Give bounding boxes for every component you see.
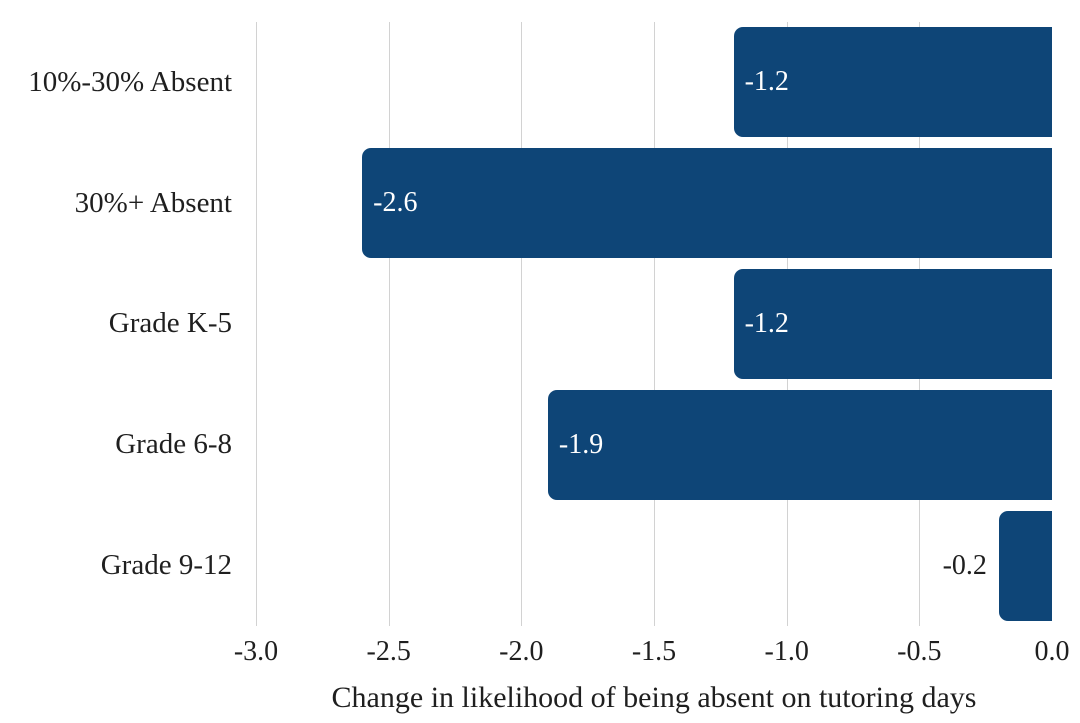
category-axis: 10%-30% Absent 30%+ Absent Grade K-5 Gra…	[0, 22, 232, 626]
category-label: Grade 6-8	[115, 428, 232, 461]
bar: -2.6	[362, 148, 1052, 259]
x-tick-label: -2.5	[366, 636, 411, 667]
bar-value-label: -2.6	[373, 187, 418, 219]
x-tick-label: -3.0	[233, 636, 279, 667]
bar-value-label: -1.2	[744, 307, 789, 339]
gridline	[256, 22, 257, 626]
category-label: Grade 9-12	[100, 549, 232, 582]
x-tick-label: -1.5	[631, 636, 677, 667]
x-axis: -3.0 -2.5 -2.0 -1.5 -1.0 -0.5 0.0	[234, 636, 1070, 670]
gridline	[654, 22, 655, 626]
bar-row: -2.6	[256, 143, 1052, 264]
x-tick-label: -0.5	[897, 636, 942, 667]
bar-row: -0.2	[256, 505, 1052, 626]
x-tick-label: 0.0	[1034, 636, 1070, 667]
category-label: 10%-30% Absent	[28, 65, 232, 98]
plot-area: -1.2 -2.6 -1.2 -1.9 -0.2	[256, 22, 1052, 626]
bar-value-label: -0.2	[942, 549, 987, 581]
bar: -1.2	[733, 268, 1052, 379]
bar: -0.2	[943, 510, 1052, 621]
gridline	[388, 22, 390, 626]
x-tick-label: -2.0	[499, 636, 544, 667]
gridline	[521, 22, 523, 626]
bar-row: -1.9	[256, 384, 1052, 505]
bar-value-label: -1.2	[744, 66, 789, 98]
x-axis-title: Change in likelihood of being absent on …	[331, 681, 977, 714]
bar-row: -1.2	[256, 22, 1052, 143]
bar-row: -1.2	[256, 264, 1052, 385]
x-tick-label: -1.0	[764, 636, 809, 667]
category-label: 30%+ Absent	[74, 186, 232, 219]
bar-rows: -1.2 -2.6 -1.2 -1.9 -0.2	[256, 22, 1052, 626]
bar: -1.9	[547, 389, 1052, 500]
bar: -1.2	[733, 27, 1052, 138]
category-label: Grade K-5	[108, 307, 232, 340]
bar-value-label: -1.9	[558, 428, 604, 460]
